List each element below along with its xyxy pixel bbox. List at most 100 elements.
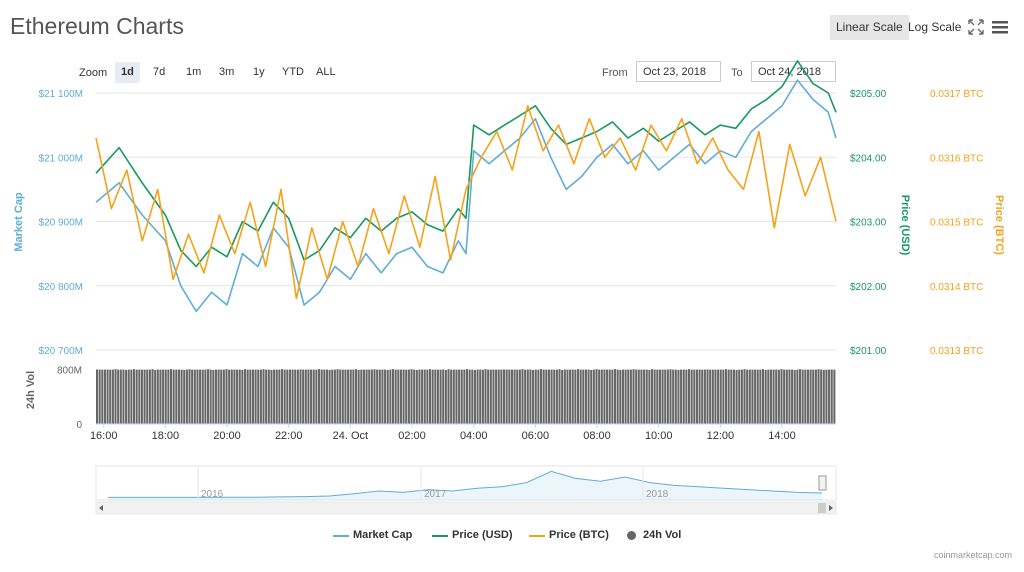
zoom-3m-button[interactable]: 3m: [219, 66, 235, 78]
series-line-price-btc: [95, 105, 837, 300]
linear-scale-button[interactable]: Linear Scale: [830, 15, 909, 40]
volume-bar: [775, 369, 778, 424]
zoom-label: Zoom: [79, 67, 108, 79]
volume-bar: [571, 369, 574, 424]
volume-bar: [582, 369, 585, 424]
volume-bar: [458, 369, 461, 424]
zoom-7d-button[interactable]: 7d: [153, 66, 166, 78]
volume-bar: [651, 369, 654, 424]
volume-bar: [801, 369, 804, 424]
volume-bar: [590, 369, 593, 424]
volume-bar: [463, 369, 466, 424]
volume-bar: [296, 369, 299, 424]
zoom-1y-button[interactable]: 1y: [253, 66, 265, 78]
market-cap-tick-label: $20 900M: [39, 218, 83, 229]
volume-bar: [555, 369, 558, 424]
volume-bar: [524, 369, 527, 424]
volume-bar: [185, 369, 188, 424]
menu-icon[interactable]: [991, 18, 1009, 36]
volume-bar: [751, 369, 754, 424]
price-btc-tick-label: 0.0315 BTC: [930, 218, 983, 229]
volume-bar: [680, 369, 683, 424]
volume-bar: [471, 369, 474, 424]
volume-bar: [318, 369, 321, 424]
volume-bar: [299, 369, 302, 424]
volume-bar: [175, 369, 178, 424]
volume-bar: [579, 369, 582, 424]
fullscreen-icon[interactable]: [967, 18, 985, 36]
volume-bar: [117, 369, 120, 424]
volume-bar: [806, 369, 809, 424]
scroll-left-icon[interactable]: [99, 505, 103, 511]
zoom-ytd-button[interactable]: YTD: [282, 66, 304, 78]
volume-bar: [814, 369, 817, 424]
zoom-1m-button[interactable]: 1m: [186, 66, 202, 78]
volume-bar: [804, 369, 807, 424]
volume-bar: [278, 369, 281, 424]
volume-bar: [688, 369, 691, 424]
volume-bar: [767, 369, 770, 424]
volume-bar: [442, 369, 445, 424]
volume-bar: [577, 369, 580, 424]
volume-bar: [666, 369, 669, 424]
volume-bar: [643, 369, 646, 424]
volume-bar: [111, 369, 114, 424]
volume-bar: [426, 369, 429, 424]
volume-bar: [500, 369, 503, 424]
volume-bar: [669, 369, 672, 424]
volume-bar: [817, 369, 820, 424]
volume-bar: [732, 369, 735, 424]
volume-bar: [378, 369, 381, 424]
volume-bar: [109, 369, 112, 424]
scrollbar-thumb[interactable]: [818, 503, 826, 513]
volume-bar: [212, 369, 215, 424]
volume-bar: [521, 369, 524, 424]
volume-bar: [341, 369, 344, 424]
volume-bar: [481, 369, 484, 424]
price-usd-tick-label: $204.00: [850, 153, 887, 164]
volume-bar: [140, 369, 143, 424]
x-tick-label: 12:00: [707, 430, 735, 442]
volume-bar: [653, 369, 656, 424]
volume-bar: [265, 369, 268, 424]
volume-bar: [717, 369, 720, 424]
navigator-scrollbar[interactable]: [95, 501, 837, 515]
volume-bar: [532, 369, 535, 424]
volume-bar: [529, 369, 532, 424]
volume-bar: [368, 369, 371, 424]
volume-bar: [658, 369, 661, 424]
volume-bar: [777, 369, 780, 424]
volume-bar: [347, 369, 350, 424]
volume-bar: [711, 369, 714, 424]
from-date-input[interactable]: [636, 61, 721, 82]
volume-bar: [820, 369, 823, 424]
to-date-input[interactable]: [751, 61, 836, 82]
volume-bar: [616, 369, 619, 424]
zoom-1d-button[interactable]: 1d: [115, 62, 140, 83]
volume-bar: [389, 369, 392, 424]
volume-bar: [362, 369, 365, 424]
scroll-right-icon[interactable]: [829, 505, 833, 511]
volume-bar: [402, 369, 405, 424]
volume-bar: [127, 369, 130, 424]
volume-bar: [204, 369, 207, 424]
legend-label-24h-vol: 24h Vol: [643, 529, 682, 541]
volume-bar: [479, 369, 482, 424]
volume-bar: [516, 369, 519, 424]
volume-bar: [614, 369, 617, 424]
zoom-all-button[interactable]: ALL: [316, 66, 336, 78]
log-scale-button[interactable]: Log Scale: [908, 20, 962, 34]
volume-bar: [434, 369, 437, 424]
volume-bar: [793, 369, 796, 424]
navigator-handle[interactable]: [818, 475, 827, 491]
volume-bar: [635, 369, 638, 424]
volume-bar: [315, 369, 318, 424]
volume-bar: [460, 369, 463, 424]
volume-bar: [740, 369, 743, 424]
x-tick-label: 08:00: [583, 430, 611, 442]
navigator-tick-label: 2016: [201, 489, 224, 500]
volume-bar: [302, 369, 305, 424]
volume-bar: [714, 369, 717, 424]
volume-bar: [291, 369, 294, 424]
